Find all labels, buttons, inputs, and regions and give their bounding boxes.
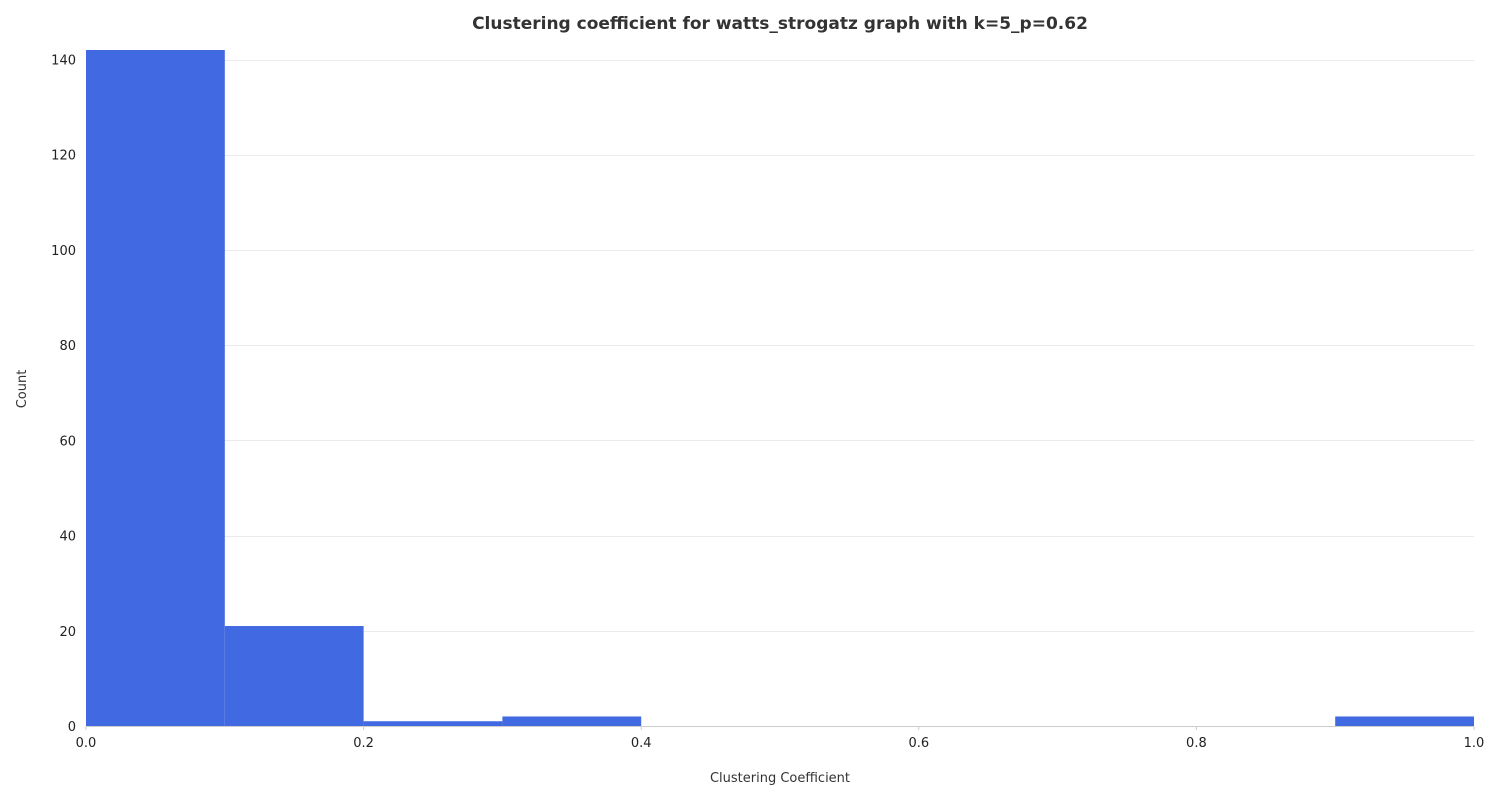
- x-tick-labels: 0.0 0.2 0.4 0.6 0.8 1.0: [76, 726, 1485, 751]
- grid-lines: [86, 60, 1474, 632]
- y-tick-label: 100: [51, 244, 76, 259]
- y-tick-label: 60: [59, 434, 76, 449]
- y-axis-label: Count: [15, 370, 30, 409]
- x-axis-label: Clustering Coefficient: [710, 771, 850, 786]
- y-tick-label: 120: [51, 149, 76, 164]
- x-tick-label: 0.2: [353, 736, 374, 751]
- histogram-bar-9: [1335, 716, 1474, 726]
- histogram-bar-1: [224, 626, 364, 726]
- y-tick-label: 80: [59, 339, 76, 354]
- histogram-bar-2: [363, 721, 503, 726]
- y-tick-labels: 0 20 40 60 80 100 120 140: [51, 54, 76, 735]
- x-tick-label: 1.0: [1464, 736, 1485, 751]
- y-tick-label: 0: [68, 720, 76, 735]
- y-tick-label: 40: [59, 530, 76, 545]
- histogram-bar-0: [86, 50, 225, 726]
- histogram-bar-3: [502, 716, 642, 726]
- y-tick-label: 140: [51, 54, 76, 69]
- x-tick-label: 0.8: [1186, 736, 1207, 751]
- y-tick-label: 20: [59, 625, 76, 640]
- x-tick-label: 0.6: [908, 736, 929, 751]
- x-tick-label: 0.4: [631, 736, 652, 751]
- histogram-bars: [86, 50, 1474, 726]
- chart-title: Clustering coefficient for watts_strogat…: [472, 14, 1088, 34]
- x-tick-label: 0.0: [76, 736, 97, 751]
